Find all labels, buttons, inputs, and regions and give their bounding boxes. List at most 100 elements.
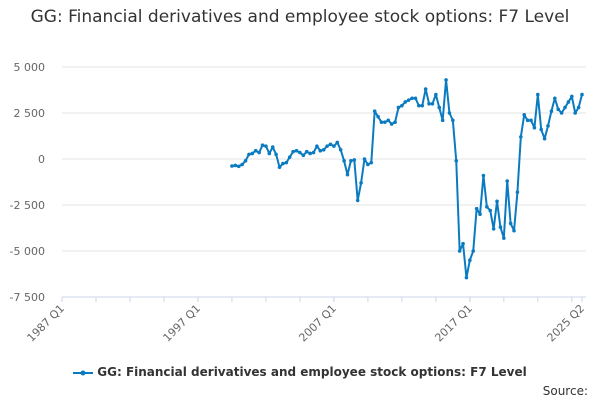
- data-point: [539, 127, 544, 132]
- data-point: [386, 118, 391, 123]
- data-point: [332, 144, 336, 148]
- data-point: [417, 103, 421, 108]
- data-point: [379, 120, 384, 124]
- y-tick-label: 2 500: [14, 107, 46, 120]
- data-point: [566, 100, 571, 104]
- data-point: [410, 96, 414, 101]
- data-point: [570, 94, 574, 99]
- data-point: [257, 150, 261, 155]
- data-point: [451, 118, 455, 123]
- data-point: [362, 157, 367, 161]
- data-point: [515, 190, 520, 194]
- y-tick-label: -5 000: [10, 245, 45, 258]
- source-label: Source:: [542, 384, 588, 398]
- legend-marker-icon: [73, 370, 94, 375]
- data-point: [328, 142, 333, 147]
- data-point: [345, 172, 350, 177]
- data-point: [281, 161, 285, 166]
- data-point: [471, 249, 476, 253]
- data-point: [457, 249, 462, 253]
- data-point: [308, 151, 312, 156]
- data-point: [274, 152, 278, 157]
- y-tick-label: -7 500: [10, 291, 45, 304]
- data-point: [338, 148, 343, 152]
- data-point: [549, 109, 554, 113]
- data-point: [369, 160, 374, 165]
- data-point: [321, 148, 326, 152]
- data-point: [546, 124, 550, 128]
- data-point: [413, 96, 418, 101]
- data-point: [359, 181, 363, 185]
- data-point: [277, 165, 282, 170]
- data-point: [355, 198, 360, 203]
- data-point: [304, 149, 309, 154]
- data-point: [536, 92, 540, 97]
- data-point: [447, 111, 452, 115]
- data-point: [522, 113, 527, 117]
- series-line: [231, 78, 583, 279]
- data-point: [420, 103, 425, 108]
- data-point: [427, 102, 431, 106]
- data-point: [573, 111, 578, 115]
- y-tick-label: 5 000: [14, 61, 46, 74]
- data-point: [264, 144, 268, 148]
- x-tick-label: 1987 Q1: [25, 302, 68, 345]
- data-point: [233, 163, 238, 168]
- data-point: [236, 164, 241, 169]
- data-point: [250, 151, 255, 156]
- data-point: [253, 148, 258, 153]
- data-point: [383, 120, 387, 124]
- data-point: [335, 140, 340, 145]
- data-point: [301, 153, 306, 158]
- data-point: [406, 98, 411, 102]
- data-point: [434, 92, 438, 97]
- y-tick-label: -2 500: [10, 199, 45, 212]
- data-point: [403, 100, 408, 104]
- data-point: [325, 144, 329, 148]
- data-point: [284, 160, 289, 165]
- data-point: [400, 103, 404, 108]
- data-point: [437, 105, 442, 110]
- data-point: [491, 227, 496, 231]
- data-point: [318, 148, 323, 153]
- data-point: [559, 111, 564, 115]
- data-point: [444, 78, 448, 82]
- data-point: [291, 149, 295, 154]
- x-tick-label: 2025 Q2: [545, 302, 588, 345]
- data-point: [580, 92, 584, 97]
- data-point: [240, 162, 244, 167]
- data-point: [474, 206, 479, 211]
- data-point: [376, 114, 380, 119]
- data-point: [230, 164, 234, 168]
- data-point: [267, 151, 272, 156]
- x-tick-label: 1997 Q1: [161, 302, 204, 345]
- data-point: [243, 159, 248, 163]
- data-point: [576, 105, 581, 110]
- data-point: [352, 158, 357, 162]
- data-point: [393, 120, 397, 124]
- legend[interactable]: GG: Financial derivatives and employee s…: [0, 365, 600, 379]
- data-point: [349, 159, 353, 163]
- data-point: [478, 212, 482, 216]
- data-point: [287, 155, 292, 159]
- legend-label: GG: Financial derivatives and employee s…: [97, 365, 527, 379]
- data-point: [498, 225, 503, 229]
- x-tick-label: 2007 Q1: [296, 302, 339, 345]
- data-point: [372, 109, 377, 113]
- data-point: [366, 162, 370, 167]
- data-point: [389, 122, 394, 126]
- data-point: [553, 96, 557, 101]
- data-point: [508, 221, 513, 226]
- data-point: [440, 118, 445, 123]
- data-point: [488, 208, 493, 213]
- y-tick-label: 0: [38, 153, 45, 166]
- data-point: [298, 150, 302, 155]
- data-point: [423, 87, 428, 91]
- data-point: [505, 179, 510, 183]
- data-point: [270, 145, 275, 149]
- data-point: [430, 102, 435, 106]
- data-point: [556, 107, 561, 112]
- data-point: [525, 118, 530, 123]
